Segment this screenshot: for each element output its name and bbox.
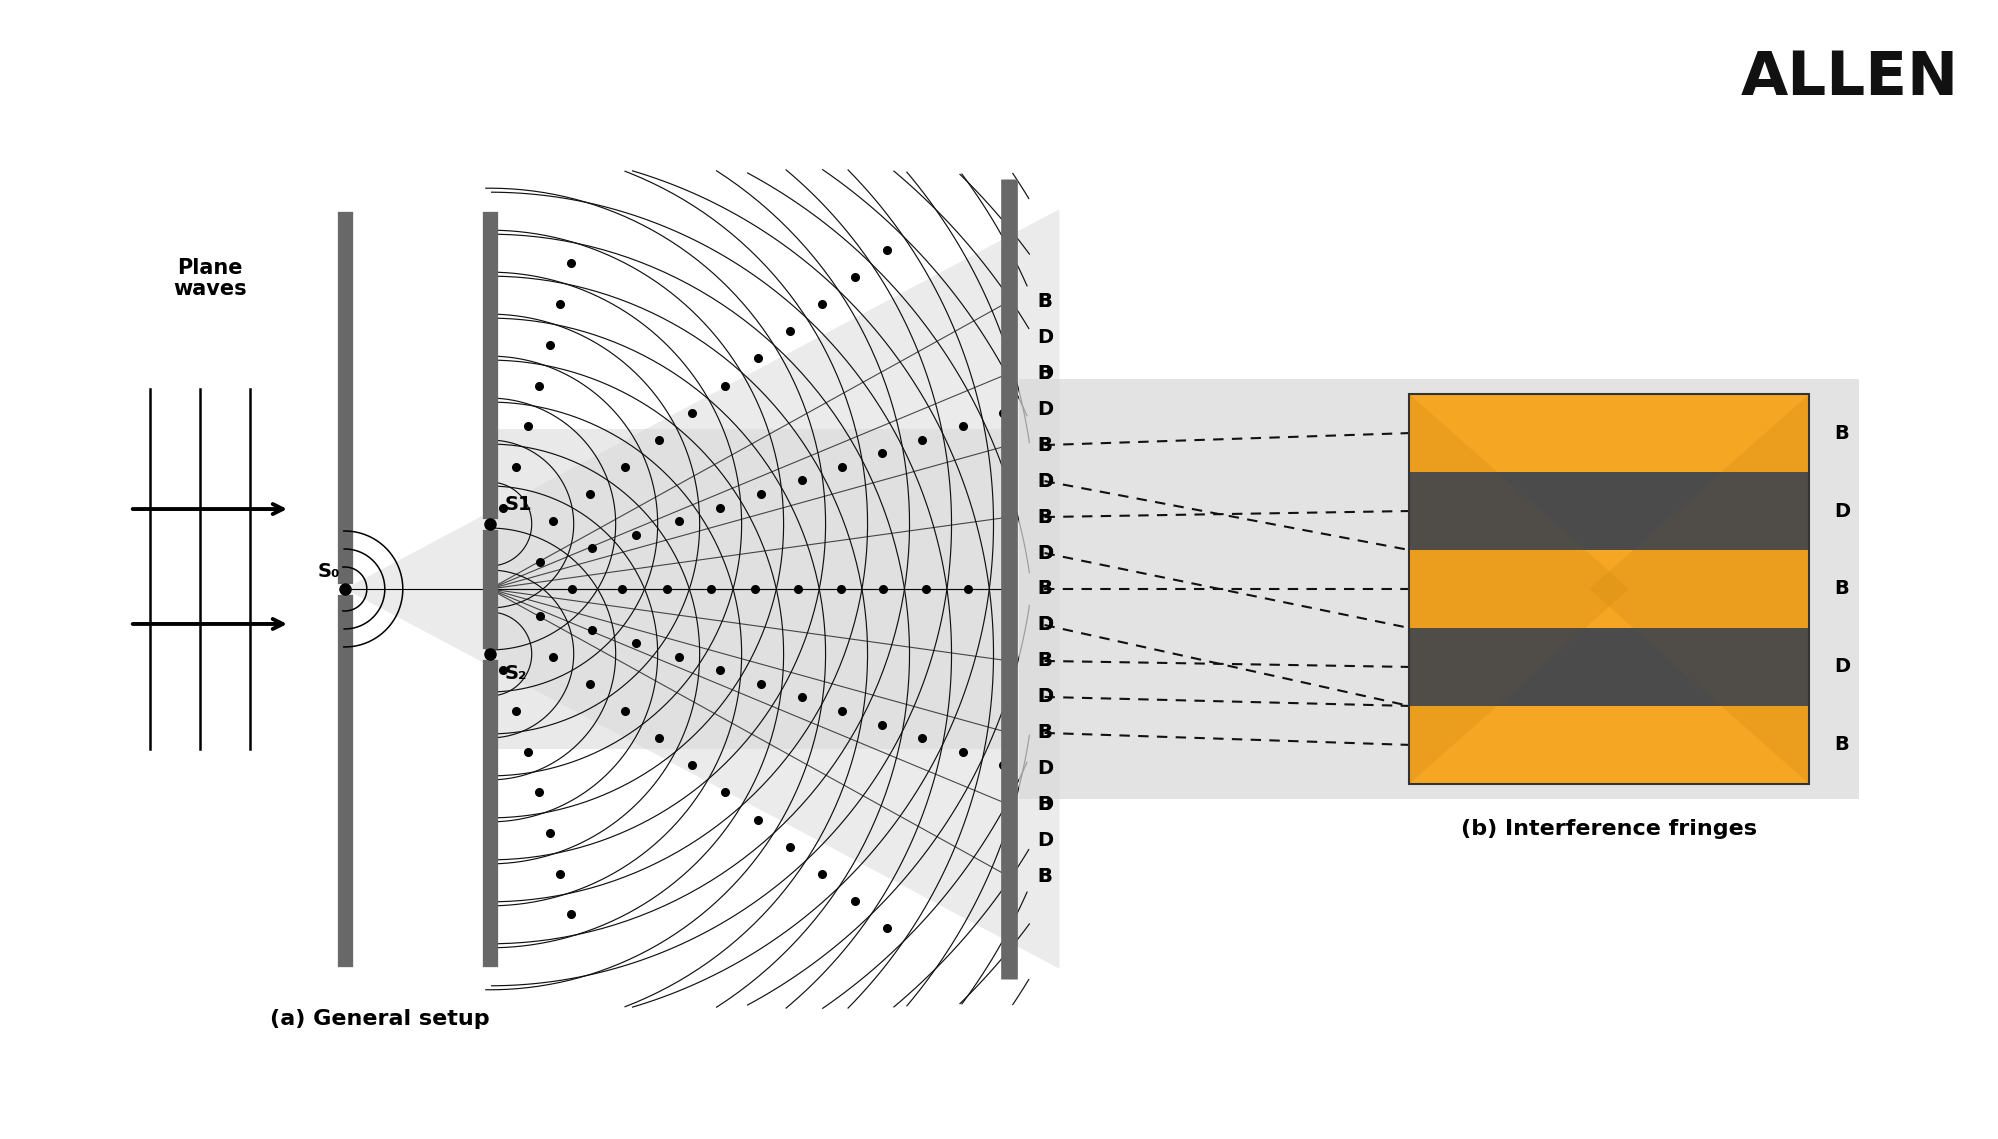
- Text: B: B: [1834, 580, 1848, 598]
- Bar: [1019, 379, 1858, 798]
- Text: D: D: [1834, 657, 1850, 677]
- Text: B: B: [1834, 736, 1848, 754]
- Bar: [1409, 472, 1808, 550]
- Text: D: D: [1037, 615, 1053, 634]
- Bar: [1409, 394, 1808, 472]
- Bar: [559, 499, 959, 679]
- Bar: [496, 429, 1009, 749]
- Bar: [1409, 628, 1808, 706]
- Text: B: B: [1037, 723, 1051, 743]
- Text: B: B: [1037, 435, 1051, 454]
- Polygon shape: [346, 210, 1059, 969]
- Text: B: B: [1037, 652, 1051, 671]
- Bar: [1409, 472, 1808, 550]
- Polygon shape: [1409, 394, 1628, 784]
- Text: B: B: [1037, 580, 1051, 598]
- Text: (a) General setup: (a) General setup: [270, 1009, 490, 1029]
- Text: D: D: [1834, 501, 1850, 521]
- Text: B: B: [1037, 292, 1051, 311]
- Text: D: D: [1037, 543, 1053, 563]
- Text: D: D: [1037, 400, 1053, 418]
- Text: D: D: [1037, 831, 1053, 851]
- Text: D: D: [1037, 760, 1053, 778]
- Text: B: B: [1037, 795, 1051, 814]
- Text: S₂: S₂: [505, 664, 527, 683]
- Text: D: D: [1037, 543, 1053, 563]
- Text: D: D: [1037, 328, 1053, 346]
- Text: (b) Interference fringes: (b) Interference fringes: [1461, 819, 1756, 839]
- Text: B: B: [1037, 292, 1051, 311]
- Text: D: D: [1037, 795, 1053, 814]
- Polygon shape: [1588, 394, 1808, 784]
- Text: B: B: [1037, 867, 1051, 886]
- Text: B: B: [1037, 508, 1051, 526]
- Text: B: B: [1037, 867, 1051, 886]
- Text: B: B: [1037, 723, 1051, 743]
- Bar: [1409, 706, 1808, 784]
- Text: B: B: [1037, 652, 1051, 671]
- Text: D: D: [1037, 688, 1053, 706]
- Text: B: B: [1037, 435, 1051, 454]
- Text: ALLEN: ALLEN: [1740, 49, 1958, 108]
- Text: S₀: S₀: [318, 562, 340, 581]
- Bar: [1409, 550, 1808, 628]
- Text: B: B: [1037, 580, 1051, 598]
- Text: D: D: [1037, 615, 1053, 634]
- Text: Plane
waves: Plane waves: [174, 257, 246, 300]
- Text: D: D: [1037, 363, 1053, 383]
- Text: B: B: [1834, 424, 1848, 443]
- Text: B: B: [1037, 363, 1051, 383]
- Text: D: D: [1037, 472, 1053, 491]
- Text: S1: S1: [505, 495, 531, 514]
- Text: B: B: [1037, 508, 1051, 526]
- Bar: [1409, 628, 1808, 706]
- Text: D: D: [1037, 472, 1053, 491]
- Bar: [1409, 394, 1808, 784]
- Text: D: D: [1037, 688, 1053, 706]
